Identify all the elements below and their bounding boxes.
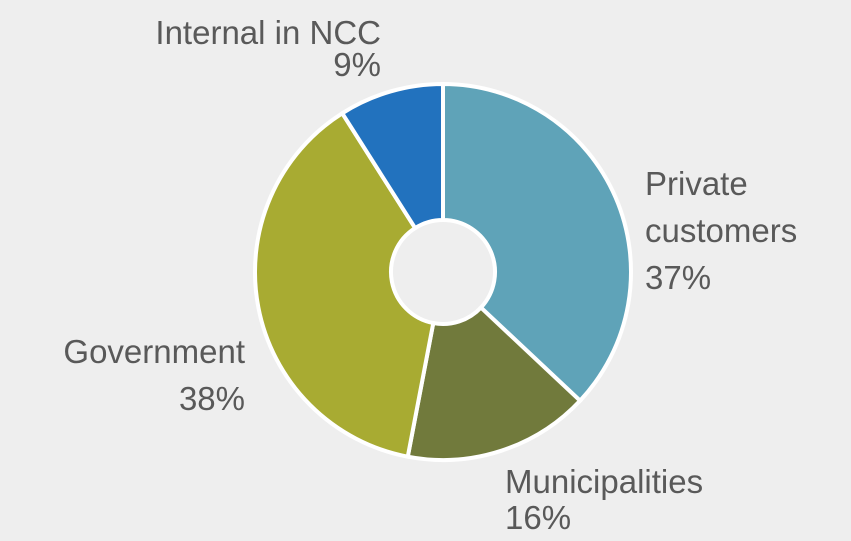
donut-slice (339, 81, 445, 231)
value-label: 9% (333, 46, 381, 83)
slice-label: Private customers 37% (645, 160, 845, 301)
slice-label: Municipalities 16% (505, 464, 805, 536)
category-label: Internal in NCC (155, 14, 381, 51)
value-label: 38% (178, 380, 245, 417)
category-label: Government (63, 333, 245, 370)
donut-slice (441, 81, 633, 404)
category-label: Municipalities (505, 463, 704, 500)
slice-label: Internal in NCC 9% (60, 14, 381, 83)
donut-slice (405, 304, 583, 462)
slice-label: Government 38% (0, 328, 245, 422)
value-label: 16% (505, 499, 572, 536)
donut-slice (253, 110, 436, 460)
category-label: Private customers (645, 165, 798, 249)
value-label: 37% (645, 259, 712, 296)
